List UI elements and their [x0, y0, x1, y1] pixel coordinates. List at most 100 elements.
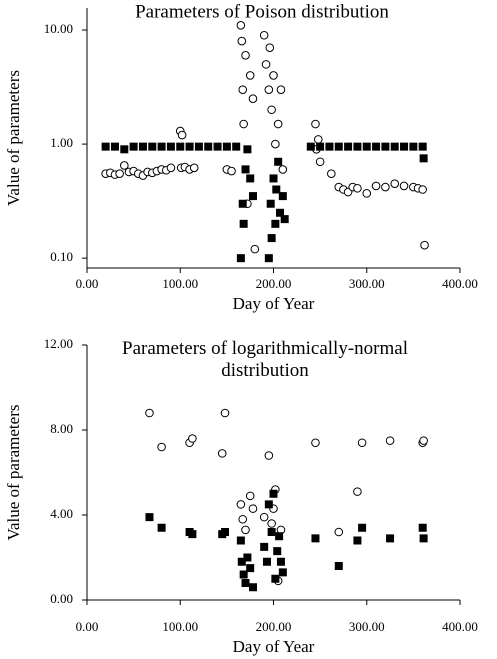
circle-point: [227, 166, 236, 176]
y-tick-label: 0.00: [50, 591, 73, 606]
square-point: [166, 142, 175, 151]
circle-point: [267, 105, 276, 115]
x-tick-label: 0.00: [76, 276, 99, 291]
circle-point: [188, 434, 197, 443]
circle-point: [245, 71, 255, 80]
circle-point: [311, 438, 320, 448]
circle-point: [399, 181, 409, 191]
y-tick-label: 4.00: [50, 506, 73, 521]
circle-point: [327, 169, 336, 179]
square-point: [260, 542, 269, 551]
square-point: [275, 532, 284, 541]
circle-point: [311, 119, 320, 129]
circle-point: [276, 85, 286, 94]
square-point: [101, 142, 110, 151]
square-point: [120, 145, 129, 154]
circle-point: [278, 165, 288, 174]
square-point: [362, 142, 371, 151]
x-tick-label: 300.00: [349, 276, 385, 291]
circle-point: [250, 244, 260, 254]
circle-point: [248, 504, 258, 513]
square-point: [390, 142, 399, 151]
square-point: [236, 254, 245, 263]
x-axis-label: Day of Year: [233, 294, 315, 313]
square-point: [138, 142, 147, 151]
circle-point: [313, 135, 323, 144]
square-point: [419, 154, 428, 163]
circle-point: [418, 185, 428, 194]
square-point: [311, 534, 320, 543]
circle-point: [273, 119, 283, 129]
square-point: [129, 142, 138, 151]
circle-point: [390, 179, 400, 188]
circle-point: [381, 182, 390, 192]
circle-point: [264, 451, 274, 460]
circle-point: [145, 408, 154, 418]
square-point: [400, 142, 409, 151]
square-point: [273, 547, 282, 556]
y-tick-label: 10.00: [44, 21, 73, 36]
square-point: [264, 254, 273, 263]
square-point: [157, 523, 166, 532]
square-point: [274, 157, 283, 166]
circle-point: [238, 514, 248, 524]
y-tick-label: 1.00: [50, 135, 73, 150]
square-point: [232, 142, 241, 151]
x-tick-label: 300.00: [349, 619, 385, 634]
y-axis-label: Value of parameters: [4, 405, 23, 541]
square-point: [344, 142, 353, 151]
x-tick-label: 400.00: [442, 276, 478, 291]
square-point: [262, 557, 271, 566]
circle-point: [115, 169, 124, 179]
square-point: [358, 523, 367, 532]
square-point: [266, 199, 275, 208]
square-point: [237, 557, 246, 566]
square-point: [409, 142, 418, 151]
square-point: [264, 500, 273, 509]
circle-point: [357, 438, 367, 448]
square-point: [239, 570, 248, 579]
square-point: [110, 142, 119, 151]
square-point: [204, 142, 213, 151]
square-point: [278, 568, 287, 577]
square-point: [372, 142, 381, 151]
square-point: [194, 142, 203, 151]
circle-point: [237, 36, 247, 46]
circle-point: [157, 442, 166, 452]
x-axis-label: Day of Year: [233, 637, 315, 656]
square-point: [243, 145, 252, 154]
square-point: [145, 513, 154, 522]
square-point: [176, 142, 185, 151]
x-tick-label: 200.00: [256, 619, 292, 634]
square-point: [353, 142, 362, 151]
circle-point: [353, 183, 362, 193]
y-tick-label: 0.10: [50, 249, 73, 264]
chart-title: Parameters of Poison distribution: [135, 1, 389, 22]
circle-point: [261, 60, 271, 69]
circle-point: [248, 94, 258, 104]
circle-point: [362, 189, 372, 198]
square-point: [325, 142, 334, 151]
square-point: [269, 489, 278, 498]
square-point: [221, 528, 230, 536]
circle-point: [420, 240, 429, 250]
circle-point: [236, 21, 246, 30]
circle-point: [271, 139, 280, 149]
square-point: [386, 534, 395, 543]
square-point: [419, 534, 428, 543]
circle-point: [241, 51, 250, 60]
y-tick-label: 12.00: [44, 336, 73, 351]
circle-point: [120, 161, 129, 170]
square-point: [306, 142, 315, 151]
circle-point: [264, 85, 274, 94]
square-point: [222, 142, 231, 151]
square-point: [243, 553, 252, 562]
square-point: [238, 199, 247, 208]
x-tick-label: 100.00: [162, 619, 198, 634]
square-point: [278, 192, 287, 201]
square-point: [418, 142, 427, 151]
circle-point: [371, 181, 381, 191]
square-point: [157, 142, 166, 151]
